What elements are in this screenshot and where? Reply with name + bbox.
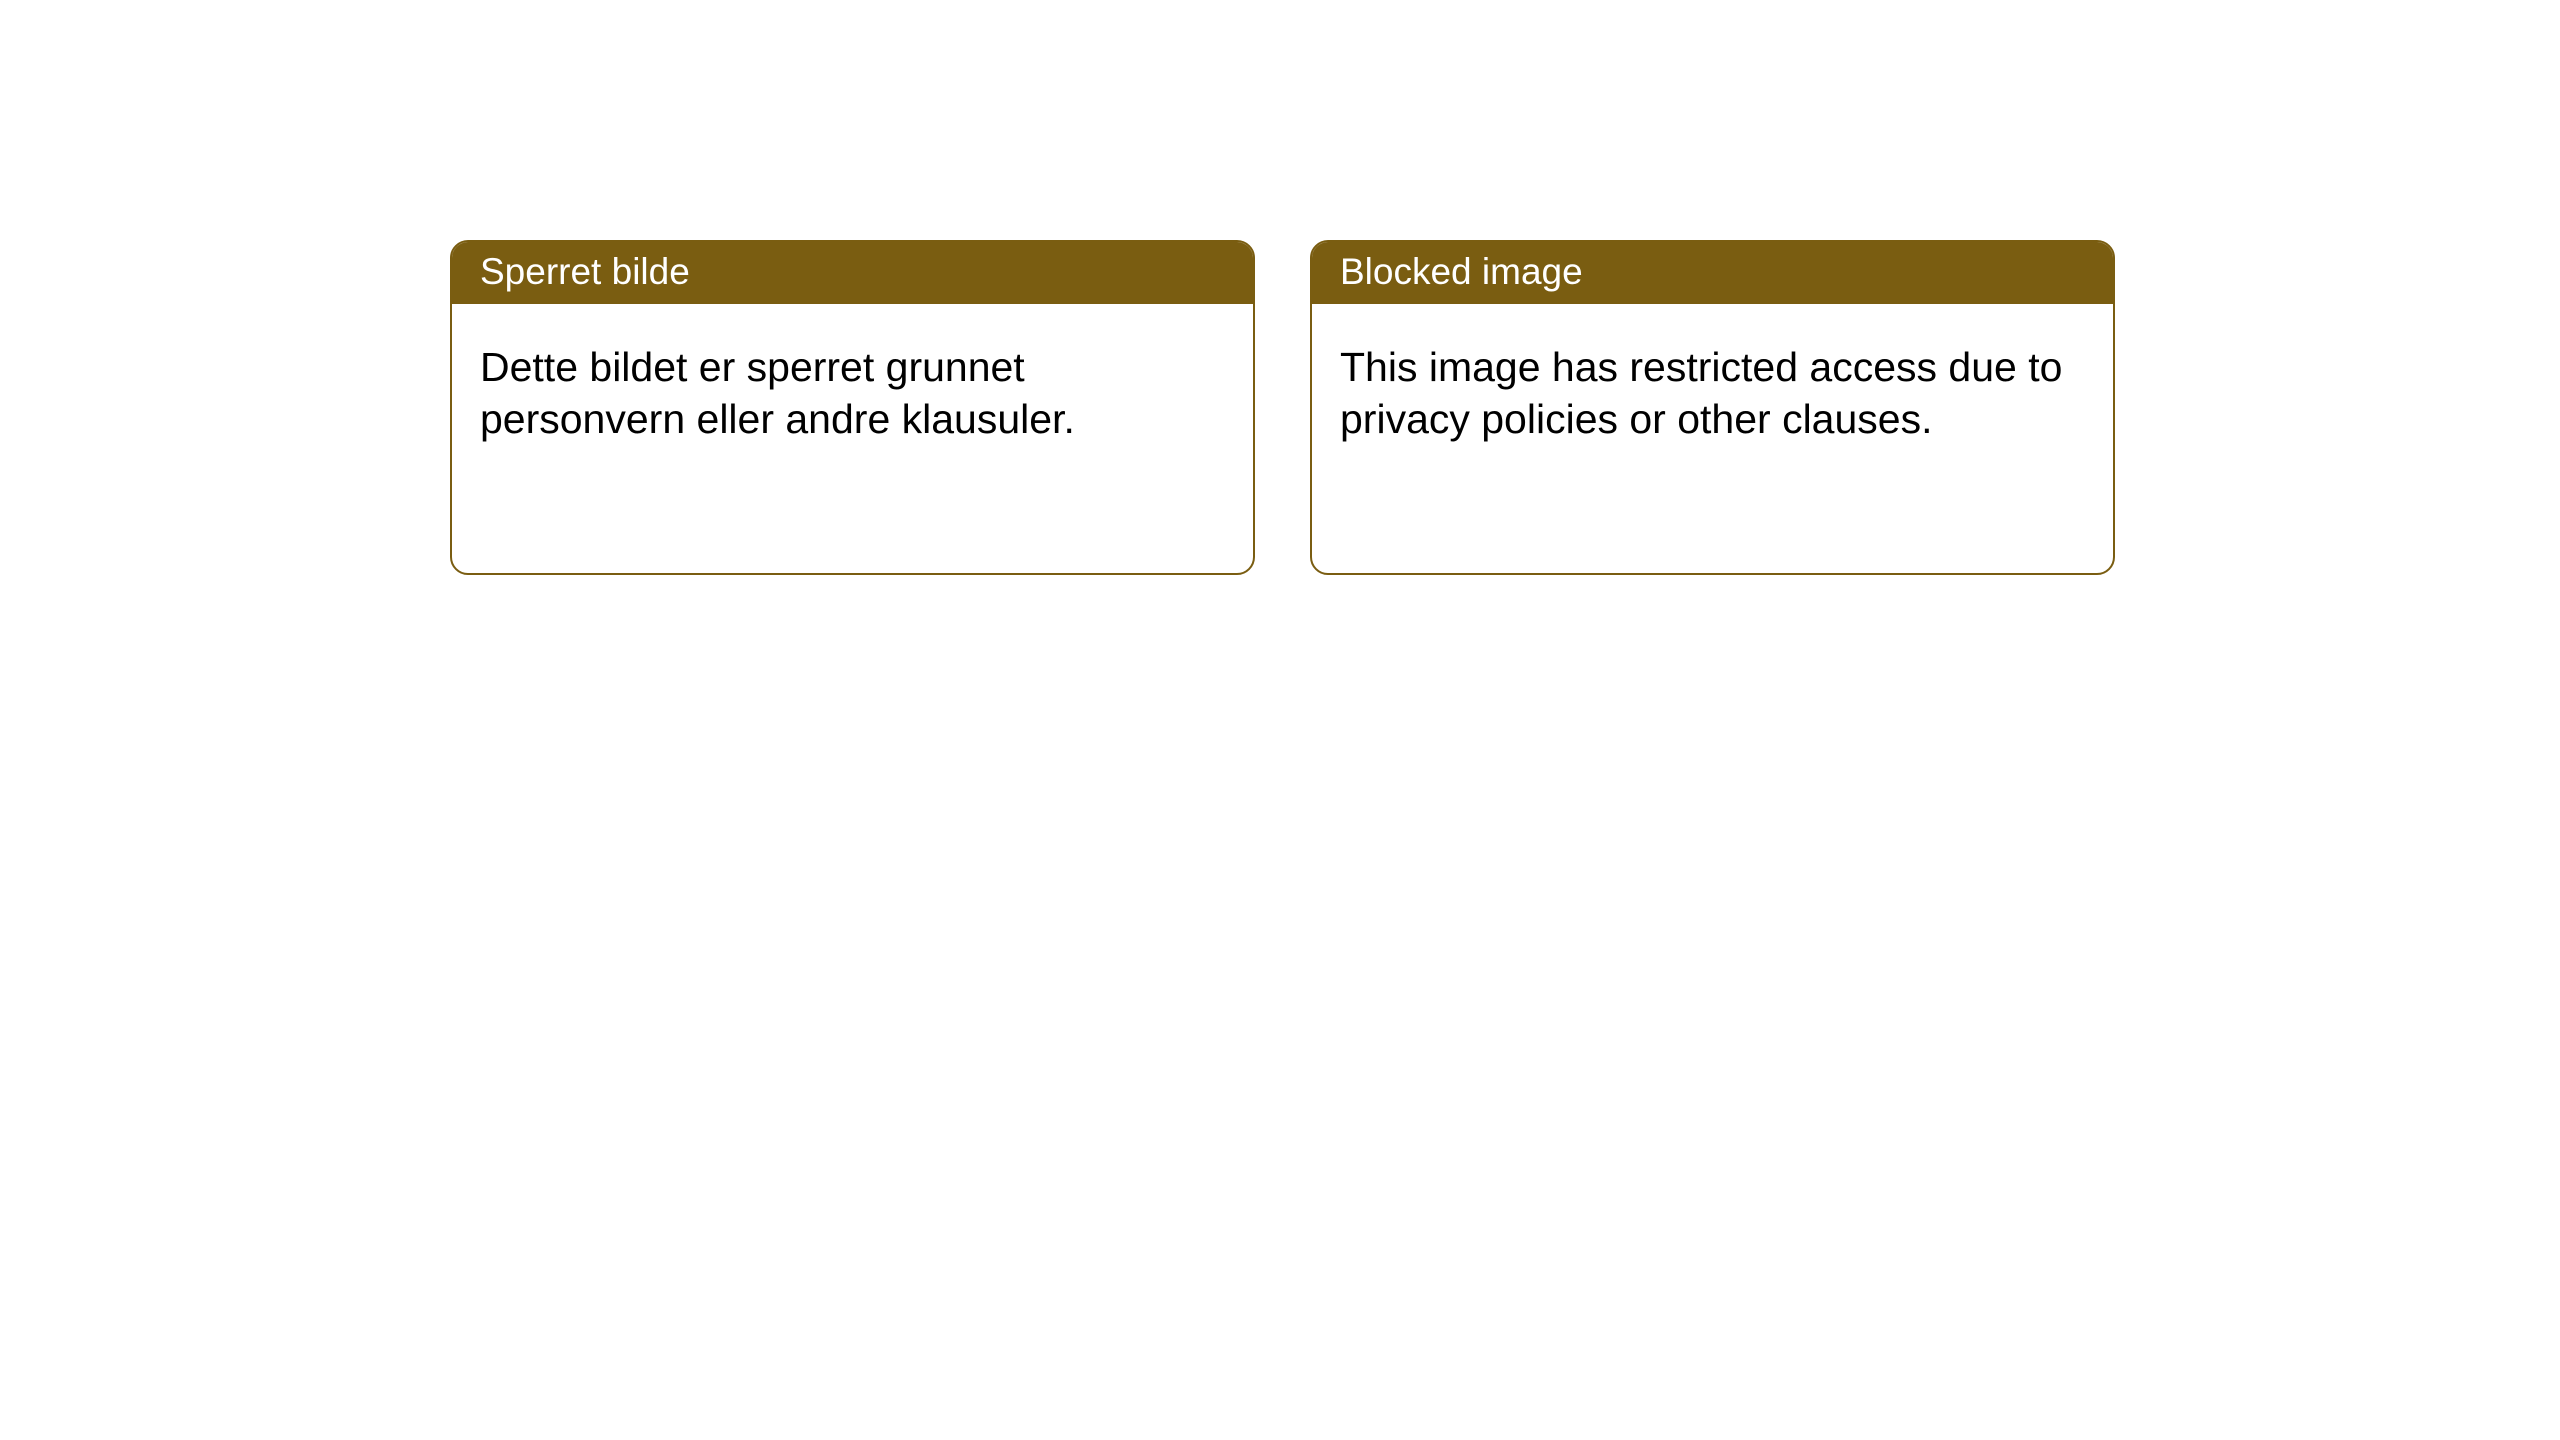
card-header: Sperret bilde xyxy=(452,242,1253,304)
cards-container: Sperret bilde Dette bildet er sperret gr… xyxy=(0,0,2560,575)
card-header: Blocked image xyxy=(1312,242,2113,304)
card-body: This image has restricted access due to … xyxy=(1312,304,2113,473)
blocked-image-card-no: Sperret bilde Dette bildet er sperret gr… xyxy=(450,240,1255,575)
card-body: Dette bildet er sperret grunnet personve… xyxy=(452,304,1253,473)
blocked-image-card-en: Blocked image This image has restricted … xyxy=(1310,240,2115,575)
